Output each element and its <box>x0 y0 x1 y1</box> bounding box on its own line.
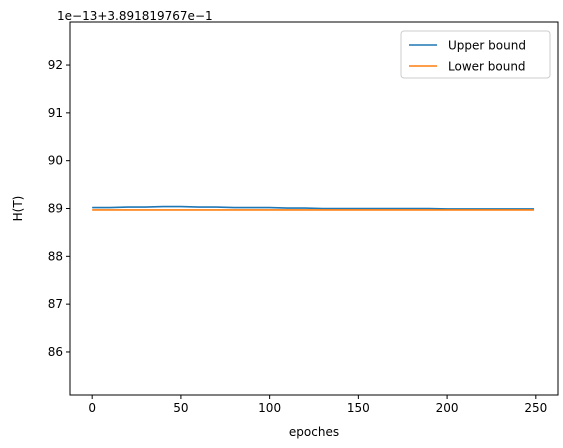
legend-label-lower-bound: Lower bound <box>448 60 526 74</box>
y-tick-label: 86 <box>48 345 63 359</box>
legend-label-upper-bound: Upper bound <box>448 39 526 53</box>
y-tick-label: 87 <box>48 297 63 311</box>
x-tick-label: 250 <box>524 401 547 415</box>
x-axis-label: epoches <box>289 425 339 439</box>
y-axis-label: H(T) <box>11 196 25 222</box>
y-tick-label: 92 <box>48 58 63 72</box>
y-tick-label: 89 <box>48 202 63 216</box>
x-tick-label: 100 <box>258 401 281 415</box>
legend: Upper bound Lower bound <box>400 30 551 79</box>
axis-offset-label: 1e−13+3.891819767e−1 <box>57 9 213 23</box>
x-tick-label: 200 <box>436 401 459 415</box>
y-axis-ticks: 86 87 88 89 90 91 92 <box>48 58 70 359</box>
x-tick-label: 150 <box>347 401 370 415</box>
y-tick-label: 88 <box>48 249 63 263</box>
y-tick-label: 90 <box>48 154 63 168</box>
x-tick-label: 50 <box>173 401 188 415</box>
x-axis-ticks: 0 50 100 150 200 250 <box>88 395 547 415</box>
x-tick-label: 0 <box>88 401 96 415</box>
plot-lines <box>92 205 535 211</box>
series-line-upper-bound <box>92 205 535 210</box>
legend-box <box>400 30 551 79</box>
y-tick-label: 91 <box>48 106 63 120</box>
